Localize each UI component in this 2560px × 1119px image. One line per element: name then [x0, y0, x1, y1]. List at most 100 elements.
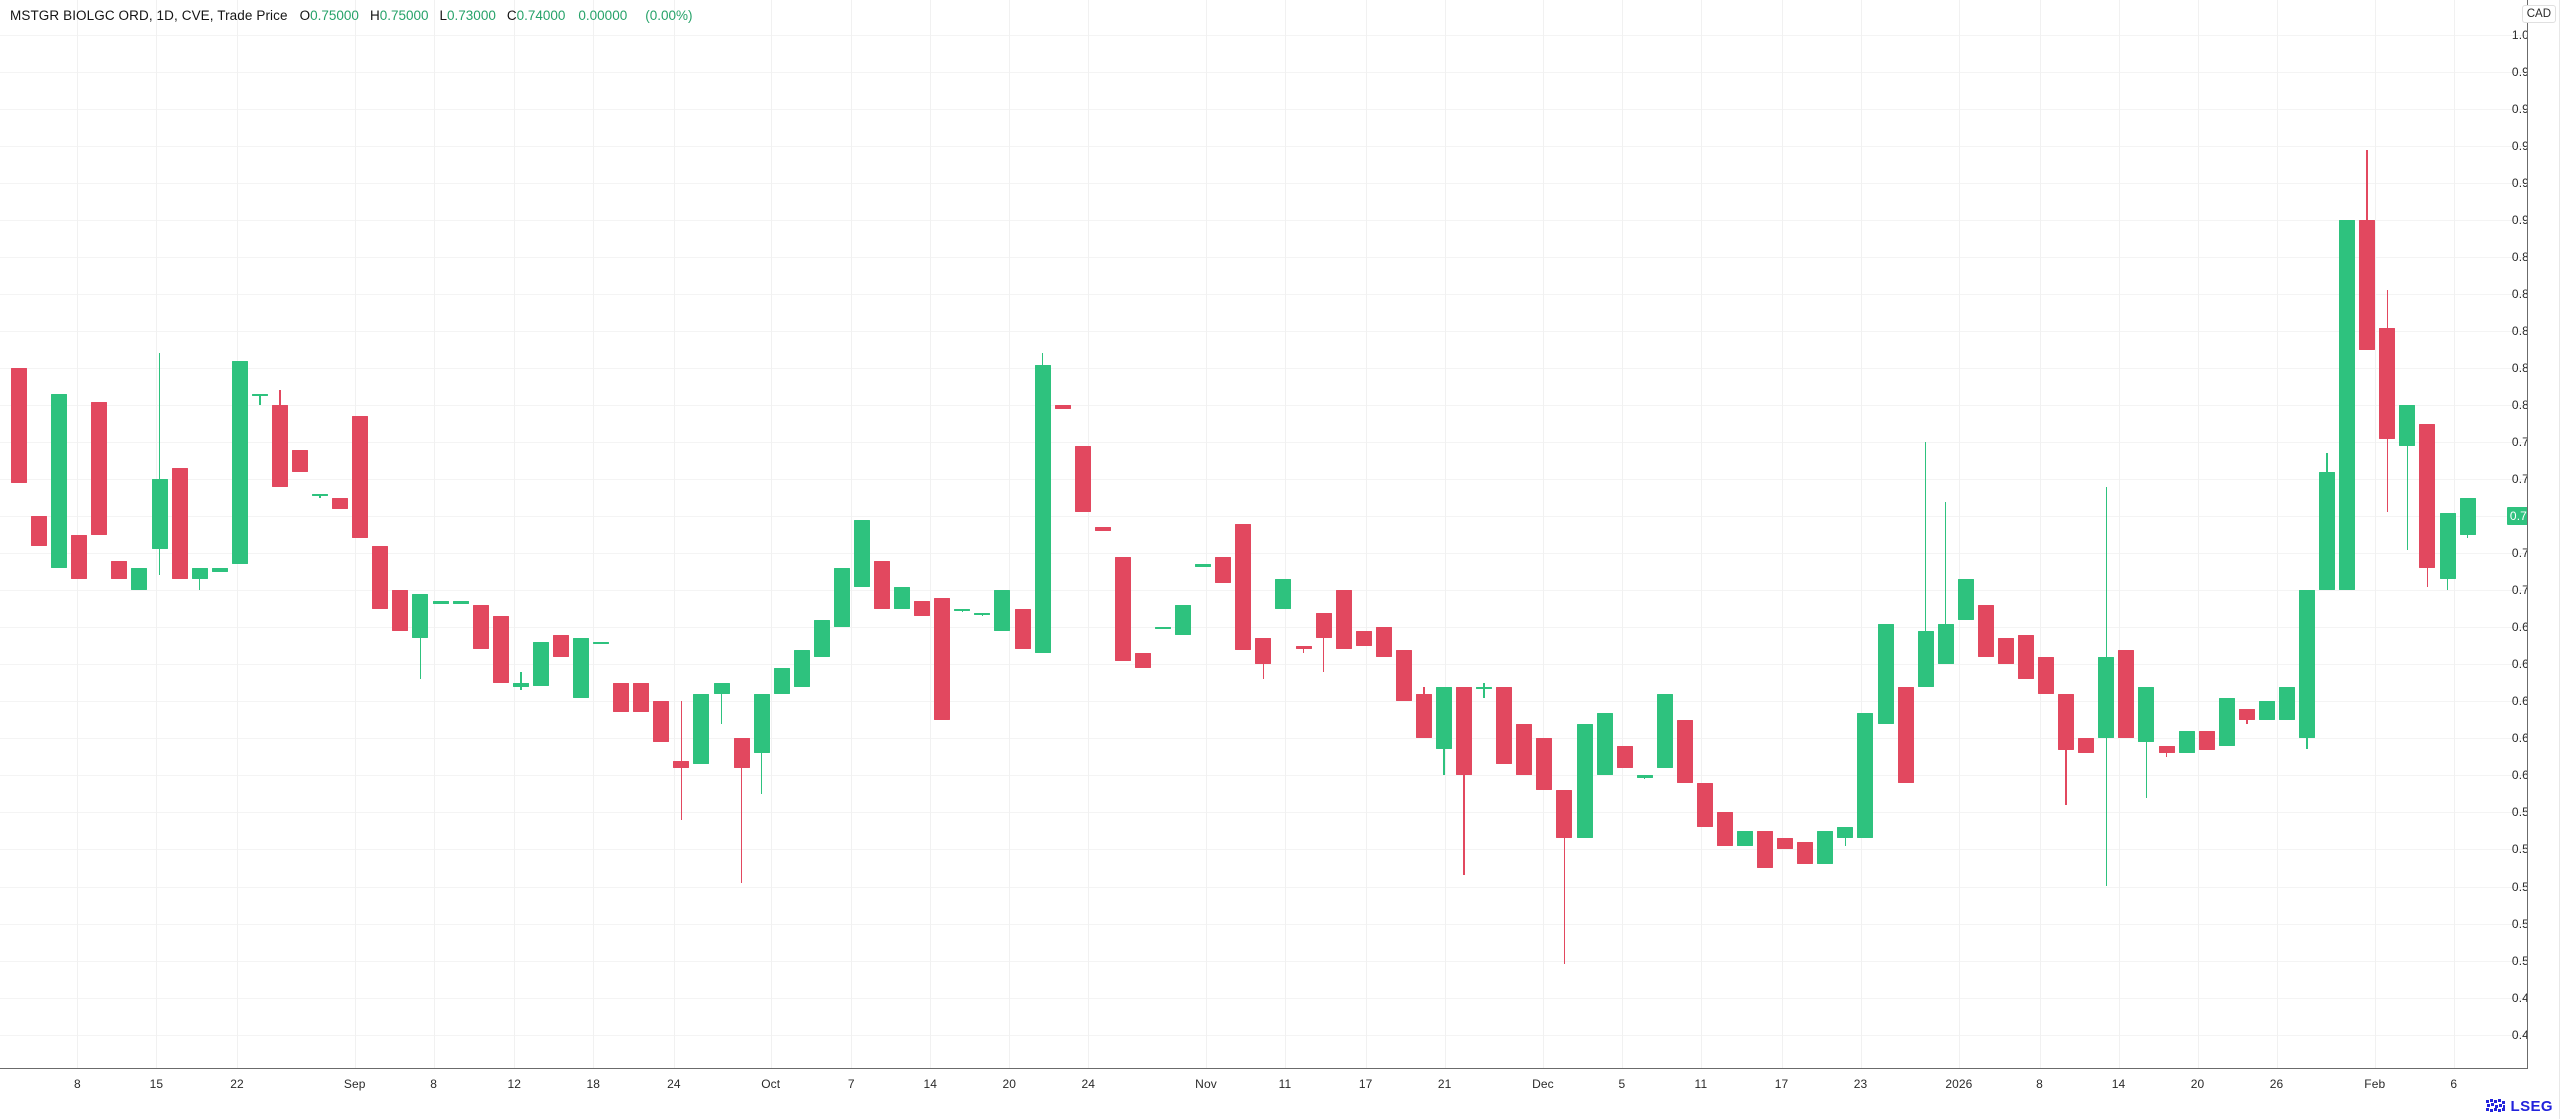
gridline-vertical [1781, 0, 1783, 1068]
candle-body [211, 568, 228, 572]
ohlc-readout: O0.75000 H0.75000 L0.73000 C0.74000 0.00… [300, 8, 693, 23]
candle-body [673, 760, 690, 768]
candle-body [1737, 830, 1753, 846]
candle-wick [158, 353, 161, 576]
candle-body [2058, 694, 2075, 750]
candle-body [853, 520, 870, 587]
candle-body [653, 701, 670, 743]
candle-body [994, 590, 1011, 631]
candle-wick [1924, 442, 1927, 687]
candle-body [251, 394, 268, 397]
gridline-horizontal [0, 479, 2528, 481]
candle-body [2098, 656, 2115, 739]
candle-body [1456, 686, 1472, 776]
candle-body [1275, 579, 1292, 609]
candle-body [713, 682, 730, 694]
candle-body [2218, 697, 2235, 746]
candle-body [593, 642, 609, 645]
change-percent: (0.00%) [645, 8, 693, 23]
candle-body [2339, 220, 2356, 591]
candle-body [1937, 623, 1954, 665]
gridline-horizontal [0, 72, 2528, 73]
time-tick-label: 24 [1081, 1077, 1096, 1091]
candle-body [1696, 782, 1713, 828]
gridline-vertical [1285, 0, 1286, 1068]
candle-body [2018, 634, 2034, 680]
candle-body [1436, 686, 1452, 750]
time-tick-label: 15 [149, 1077, 164, 1091]
candle-body [2359, 220, 2376, 350]
candle-body [271, 405, 288, 487]
gridline-vertical [433, 0, 435, 1068]
candle-wick [520, 671, 522, 691]
gridline-horizontal [0, 35, 2528, 36]
lseg-branding: LSEG [2485, 1098, 2553, 1115]
candle-body [1034, 364, 1051, 654]
candle-body [2379, 327, 2396, 439]
instrument-title[interactable]: MSTGR BIOLGC ORD, 1D, CVE, Trade Price [10, 8, 288, 23]
time-axis[interactable]: 8 15 22 Sep 8 12 18 24 Oct 7 14 20 24 Nov 11 17 21 Dec 5 11… [0, 1068, 2528, 1119]
candlestick-series [11, 149, 2476, 965]
chart-plot-area[interactable] [0, 0, 2528, 1068]
gridline-vertical [1700, 0, 1702, 1068]
candle-body [1114, 557, 1131, 661]
candle-body [1415, 694, 1432, 739]
gridline-horizontal [0, 997, 2528, 999]
candle-body [1335, 590, 1352, 650]
candle-body [1676, 719, 1693, 783]
candle-body [1476, 686, 1493, 689]
candle-body [1054, 405, 1071, 409]
candle-body [1516, 723, 1533, 776]
candle-body [914, 601, 931, 617]
gridline-horizontal [0, 738, 2528, 740]
candle-body [512, 682, 529, 687]
candle-body [2419, 423, 2436, 569]
candle-body [1235, 523, 1252, 650]
gridline-vertical [2374, 0, 2376, 1068]
candle-wick [2145, 686, 2148, 798]
candle-body [292, 449, 308, 472]
gridline-horizontal [0, 812, 2528, 814]
gridline-vertical [1958, 0, 1960, 1068]
gridline-horizontal [0, 701, 2528, 703]
candle-body [2299, 590, 2315, 739]
candle-body [1496, 686, 1513, 765]
candle-body [131, 568, 148, 591]
price-axis[interactable] [2527, 0, 2559, 1068]
candle-body [773, 668, 790, 694]
time-tick-label: 8 [74, 1077, 81, 1091]
close-label: C [506, 8, 517, 23]
time-tick-label: 21 [1437, 1077, 1452, 1091]
candle-body [1616, 745, 1633, 768]
lseg-logo-icon [2485, 1099, 2505, 1112]
candle-body [613, 682, 630, 713]
gridline-vertical [1206, 0, 1207, 1068]
candle-body [1536, 738, 1553, 791]
gridline-vertical [1365, 0, 1367, 1068]
open-label: O [299, 8, 311, 23]
gridline-horizontal [0, 627, 2528, 629]
candle-body [372, 545, 389, 609]
gridline-horizontal [0, 516, 2528, 518]
time-tick-label: Nov [1195, 1077, 1217, 1091]
candle-body [1797, 842, 1814, 865]
open-value: 0.75000 [310, 8, 359, 23]
candle-body [171, 468, 188, 580]
candle-body [1014, 608, 1031, 650]
candle-body [1175, 605, 1192, 635]
candle-body [1857, 712, 1874, 839]
gridline-vertical [2039, 0, 2041, 1068]
candle-body [1375, 627, 1392, 657]
candle-body [934, 597, 951, 720]
candle-body [552, 634, 569, 657]
gridline-horizontal [0, 257, 2528, 259]
candle-body [312, 494, 329, 497]
gridline-horizontal [0, 405, 2528, 407]
candle-body [1837, 827, 1854, 839]
candle-body [2198, 731, 2215, 750]
time-tick-label: 11 [1694, 1077, 1708, 1091]
candle-body [733, 738, 750, 768]
candle-body [793, 649, 810, 687]
time-tick-label: 23 [1853, 1077, 1868, 1091]
candle-body [472, 605, 489, 650]
